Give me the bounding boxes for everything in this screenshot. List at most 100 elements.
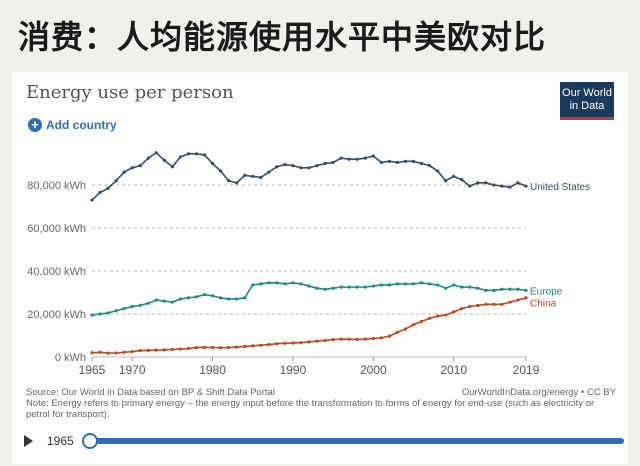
data-point	[411, 159, 416, 163]
data-point	[500, 287, 504, 291]
owid-logo[interactable]: Our World in Data	[560, 82, 614, 120]
data-point	[363, 285, 367, 289]
data-point	[403, 327, 408, 331]
timeline-handle[interactable]	[81, 433, 98, 449]
data-point	[379, 160, 383, 165]
data-point	[235, 345, 239, 349]
series-line-china	[91, 297, 527, 354]
data-point	[500, 302, 504, 306]
data-point	[355, 285, 359, 289]
data-point	[508, 185, 512, 189]
data-point	[122, 170, 126, 174]
data-point	[379, 283, 383, 287]
data-point	[210, 294, 215, 298]
play-icon[interactable]	[24, 435, 33, 447]
data-point	[227, 297, 231, 301]
data-point	[339, 285, 343, 289]
data-point	[307, 284, 311, 288]
data-point	[267, 281, 271, 285]
data-point	[275, 165, 279, 169]
data-point	[347, 285, 351, 289]
data-point	[492, 302, 496, 306]
data-point	[444, 179, 448, 183]
chart-title: Energy use per person	[26, 82, 234, 103]
data-point	[315, 286, 319, 290]
chart-card: Energy use per person Our World in Data …	[12, 72, 628, 464]
data-point	[227, 179, 231, 183]
data-point	[122, 307, 126, 311]
data-point	[516, 181, 520, 185]
source-text: Source: Our World in Data based on BP & …	[26, 387, 275, 398]
data-point	[347, 157, 351, 161]
data-point	[468, 304, 472, 309]
data-point	[106, 186, 110, 190]
data-point	[259, 282, 263, 286]
data-point	[363, 156, 367, 160]
data-point	[371, 154, 375, 158]
data-point	[339, 156, 343, 160]
x-tick-label: 2000	[360, 363, 387, 377]
data-point	[291, 281, 295, 285]
data-point	[243, 296, 247, 300]
credit-text[interactable]: OurWorldInData.org/energy • CC BY	[461, 387, 616, 398]
data-point	[435, 169, 440, 173]
data-point	[283, 341, 287, 345]
data-point	[460, 307, 464, 311]
add-country-label: Add country	[46, 118, 117, 132]
data-point	[178, 155, 183, 159]
data-point	[98, 350, 102, 354]
data-point	[468, 184, 472, 188]
x-tick-label: 2010	[440, 363, 467, 377]
series-line-united-states	[91, 151, 527, 201]
data-point	[251, 344, 255, 348]
data-point	[355, 337, 359, 341]
y-tick-label: 20,000 kWh	[27, 309, 86, 321]
timeline-start-year: 1965	[47, 434, 74, 448]
timeline-track[interactable]	[81, 433, 624, 449]
data-point	[218, 296, 223, 300]
data-point	[146, 348, 150, 352]
data-point	[460, 178, 464, 182]
data-point	[395, 160, 400, 165]
chart-footer: Source: Our World in Data based on BP & …	[26, 387, 616, 420]
data-point	[162, 299, 166, 303]
note-text: Note: Energy refers to primary energy – …	[26, 398, 595, 420]
data-point	[500, 184, 504, 188]
data-point	[347, 337, 351, 341]
series-label: China	[530, 298, 557, 309]
data-point	[427, 316, 432, 320]
y-tick-label: 80,000 kWh	[27, 180, 86, 192]
data-point	[323, 161, 327, 166]
data-point	[508, 300, 512, 304]
data-point	[210, 345, 215, 350]
data-point	[90, 198, 94, 202]
data-point	[371, 284, 375, 288]
data-point	[411, 323, 416, 327]
data-point	[114, 309, 118, 313]
data-point	[186, 296, 191, 300]
add-country-button[interactable]: + Add country	[28, 118, 117, 132]
data-point	[114, 351, 118, 355]
data-point	[516, 287, 520, 291]
data-point	[202, 293, 207, 297]
slide-title: 消费：人均能源使用水平中美欧对比	[18, 18, 547, 56]
data-point	[259, 343, 263, 347]
data-point	[444, 313, 448, 317]
data-point	[98, 190, 102, 195]
data-point	[291, 164, 295, 168]
data-point	[194, 152, 199, 156]
owid-logo-line2: in Data	[569, 100, 605, 112]
data-point	[154, 348, 158, 352]
data-point	[476, 303, 480, 307]
x-tick-label: 1990	[280, 363, 307, 377]
data-point	[476, 181, 480, 185]
data-point	[90, 313, 94, 317]
data-point	[130, 350, 134, 354]
data-point	[170, 347, 174, 352]
data-point	[452, 283, 456, 287]
data-point	[484, 302, 488, 306]
data-point	[146, 301, 150, 305]
data-point	[444, 286, 448, 290]
data-point	[186, 346, 191, 350]
data-point	[484, 288, 488, 292]
